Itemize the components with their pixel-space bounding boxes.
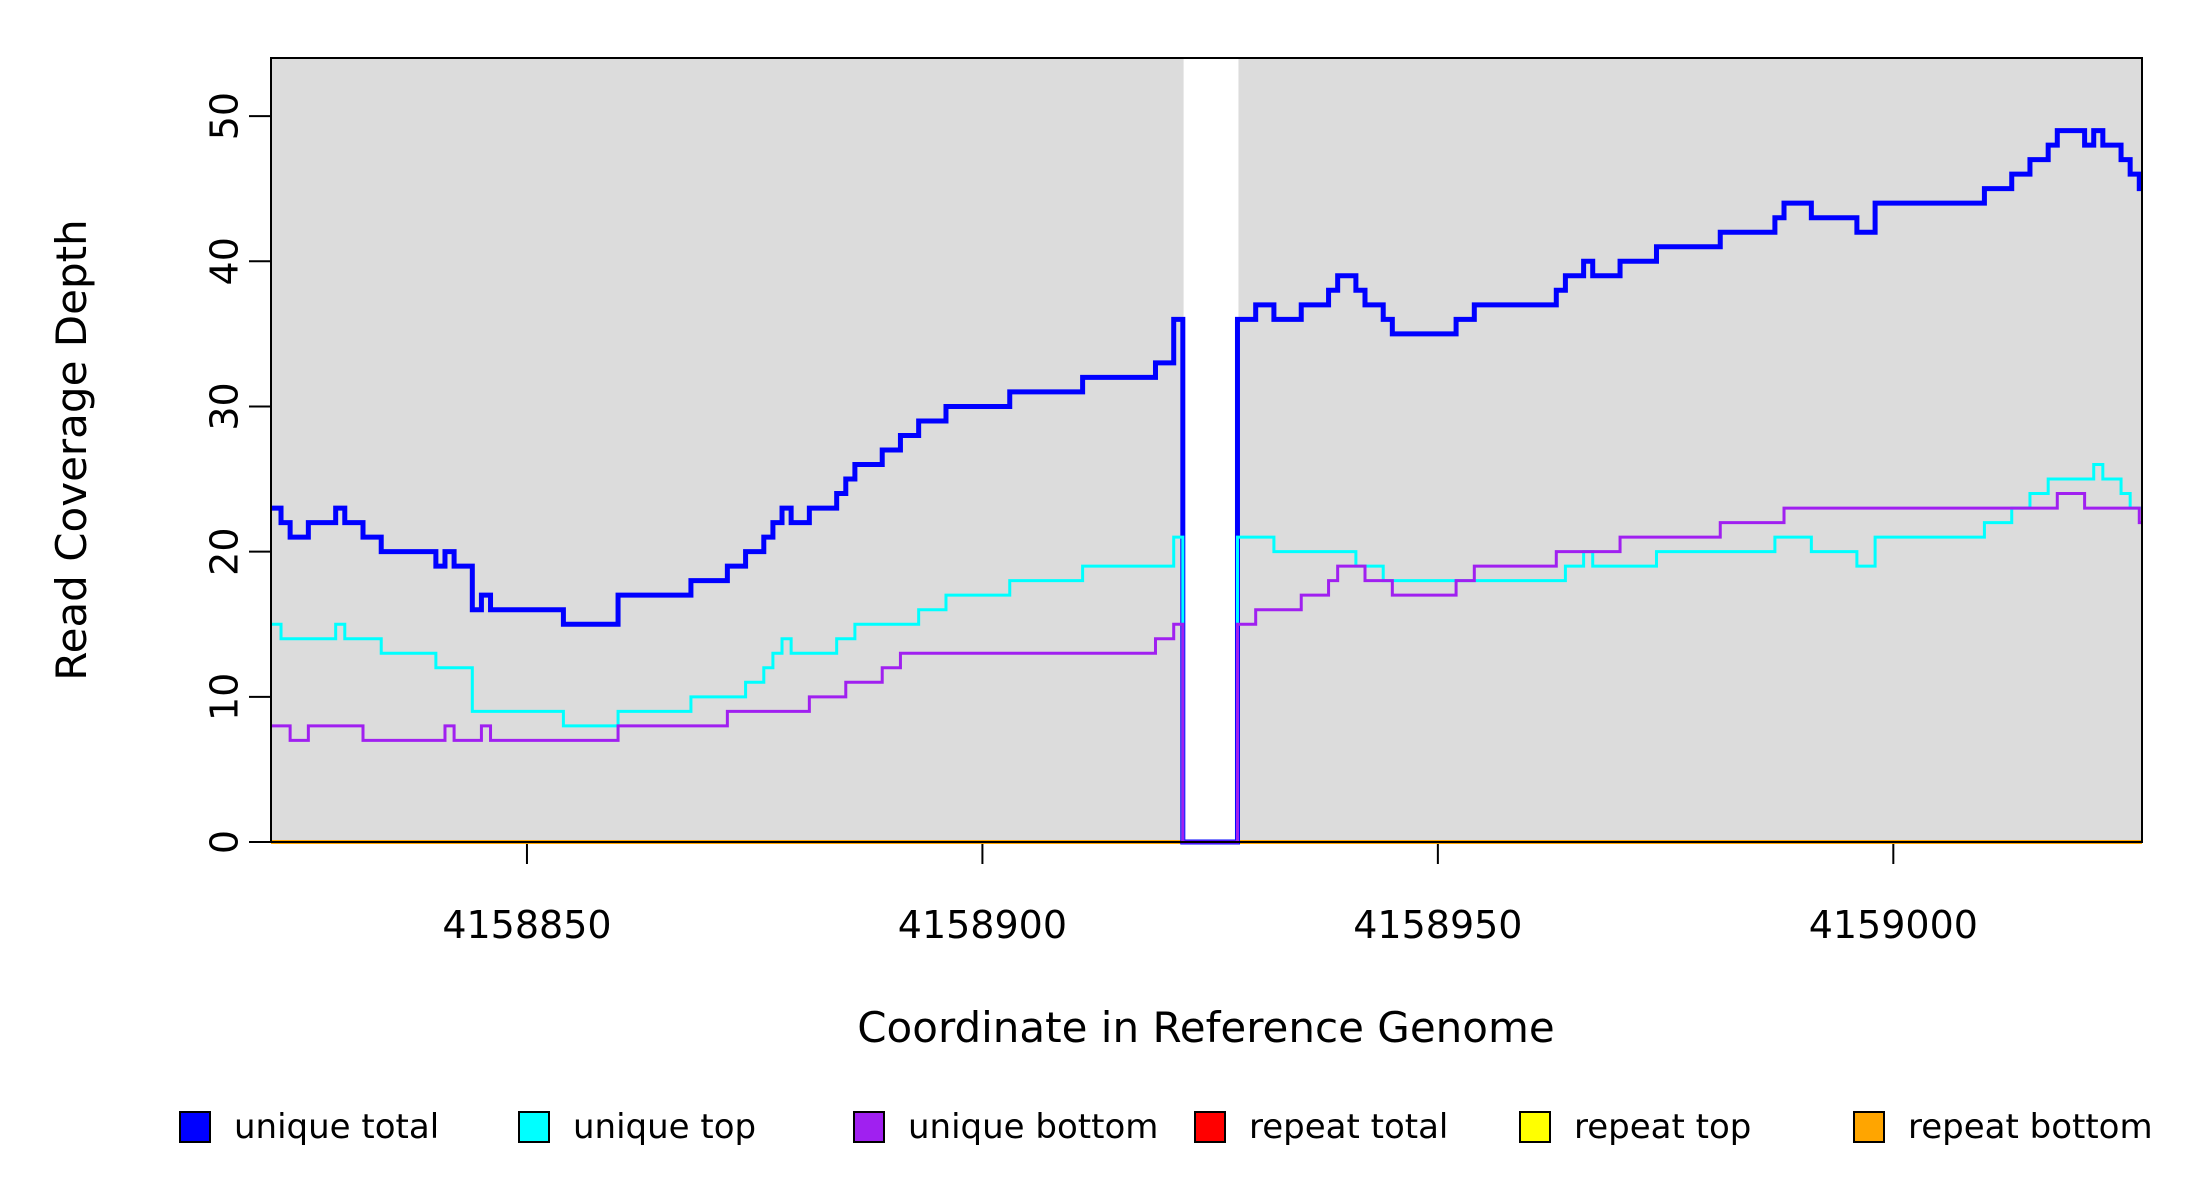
plot-box-border	[270, 57, 2143, 843]
x-tick-label: 4158900	[898, 903, 1067, 947]
legend-item-unique-top: unique top	[518, 1107, 756, 1147]
x-tick-label: 4159000	[1809, 903, 1978, 947]
legend-label-unique-top: unique top	[573, 1107, 756, 1147]
x-axis-title: Coordinate in Reference Genome	[857, 1003, 1555, 1052]
legend-label-repeat-total: repeat total	[1249, 1107, 1448, 1147]
legend-label-unique-total: unique total	[234, 1107, 439, 1147]
legend-label-repeat-bottom: repeat bottom	[1908, 1107, 2153, 1147]
y-tick-label: 50	[202, 92, 246, 140]
plot-background-right	[1238, 58, 2142, 842]
y-tick-label: 20	[202, 527, 246, 575]
legend-item-repeat-bottom: repeat bottom	[1853, 1107, 2153, 1147]
legend-item-unique-bottom: unique bottom	[853, 1107, 1158, 1147]
y-tick-label: 30	[202, 382, 246, 430]
legend-swatch-unique-bottom	[853, 1111, 885, 1143]
y-tick-label: 40	[202, 237, 246, 285]
legend-item-unique-total: unique total	[179, 1107, 439, 1147]
y-axis-title: Read Coverage Depth	[47, 219, 96, 680]
legend-swatch-unique-top	[518, 1111, 550, 1143]
legend-swatch-repeat-top	[1519, 1111, 1551, 1143]
legend-label-repeat-top: repeat top	[1574, 1107, 1751, 1147]
legend-item-repeat-total: repeat total	[1194, 1107, 1448, 1147]
x-tick-label: 4158850	[442, 903, 611, 947]
y-tick-label: 0	[202, 830, 246, 854]
y-tick-label: 10	[202, 673, 246, 721]
legend-label-unique-bottom: unique bottom	[908, 1107, 1158, 1147]
legend-swatch-repeat-bottom	[1853, 1111, 1885, 1143]
legend-swatch-unique-total	[179, 1111, 211, 1143]
legend-swatch-repeat-total	[1194, 1111, 1226, 1143]
x-tick-label: 4158950	[1353, 903, 1522, 947]
legend-item-repeat-top: repeat top	[1519, 1107, 1751, 1147]
series-line-unique-top	[271, 463, 2142, 844]
coverage-gap-band	[1183, 58, 1239, 842]
